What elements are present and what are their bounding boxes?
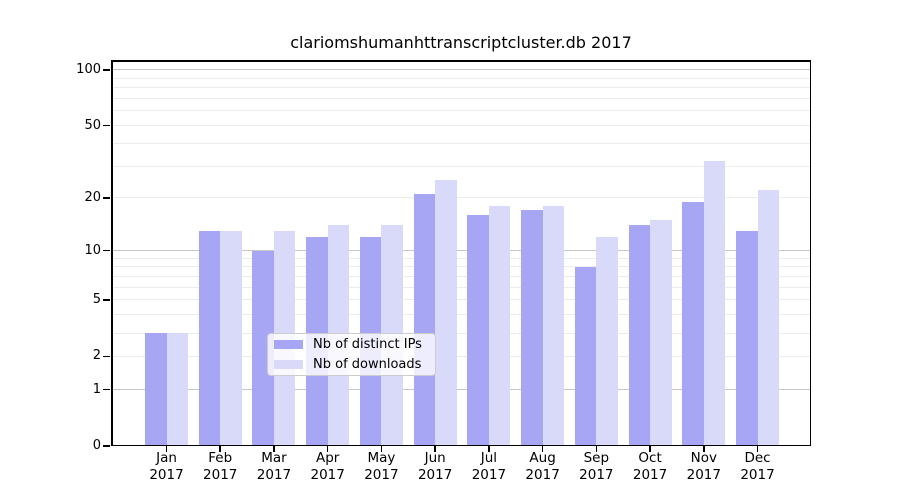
y-tick-label-0: 0 [92, 438, 101, 453]
gridline-minor-7 [111, 276, 811, 278]
axis-spine-right [809, 60, 811, 446]
bar-nb-of-distinct-ips-jan [145, 333, 167, 446]
bar-nb-of-downloads-jun [435, 180, 457, 446]
x-tick-label-apr: Apr 2017 [310, 450, 345, 483]
y-tick-label-1: 1 [92, 381, 101, 397]
gridline-minor-70 [111, 98, 811, 100]
legend: Nb of distinct IPs Nb of downloads [267, 333, 436, 376]
gridline-100 [111, 69, 811, 71]
gridline-minor-3 [111, 332, 811, 334]
y-tick-10 [103, 249, 110, 252]
gridline-minor-6 [111, 286, 811, 288]
y-tick-2 [103, 355, 110, 358]
x-tick-feb [219, 446, 221, 452]
x-tick-sep [595, 446, 598, 452]
y-tick-label-100: 100 [76, 61, 101, 77]
x-tick-label-jul: Jul 2017 [471, 450, 507, 483]
x-tick-mar [273, 446, 275, 452]
y-tick-1 [103, 388, 110, 391]
bar-nb-of-downloads-feb [220, 230, 242, 446]
legend-item-nb-of-distinct-ips: Nb of distinct IPs [274, 336, 427, 353]
x-tick-aug [541, 446, 544, 452]
legend-label-nb-of-distinct-ips: Nb of distinct IPs [313, 337, 422, 352]
gridline-minor-90 [111, 77, 811, 79]
legend-item-nb-of-downloads: Nb of downloads [274, 356, 427, 373]
chart-title: clariomshumanhttranscriptcluster.db 2017 [290, 33, 632, 52]
x-tick-label-sep: Sep 2017 [579, 450, 614, 483]
x-tick-jun [434, 446, 436, 452]
x-tick-apr [326, 446, 329, 452]
gridline-1 [111, 389, 811, 390]
x-tick-label-nov: Nov 2017 [686, 450, 721, 483]
x-tick-oct [649, 446, 651, 452]
gridline-10 [111, 250, 811, 252]
bar-nb-of-downloads-dec [757, 190, 780, 446]
x-tick-label-dec: Dec 2017 [740, 450, 775, 483]
y-tick-50 [103, 124, 110, 127]
x-tick-label-jan: Jan 2017 [149, 450, 184, 483]
y-tick-label-5: 5 [92, 291, 101, 307]
legend-label-nb-of-downloads: Nb of downloads [313, 357, 422, 372]
bar-nb-of-distinct-ips-dec [736, 230, 758, 446]
bar-nb-of-distinct-ips-feb [198, 230, 221, 446]
legend-swatch-nb-of-downloads [274, 360, 303, 369]
y-tick-label-50: 50 [84, 117, 101, 133]
gridline-minor-60 [111, 110, 811, 112]
y-tick-100 [103, 69, 110, 71]
gridline-2 [111, 355, 811, 357]
axis-spine-bottom [111, 444, 811, 446]
bar-nb-of-distinct-ips-mar [252, 250, 274, 446]
y-tick-label-20: 20 [84, 189, 101, 205]
y-tick-5 [103, 299, 110, 301]
gridline-50 [111, 125, 811, 127]
legend-swatch-nb-of-distinct-ips [274, 340, 303, 349]
axis-spine-top [111, 60, 811, 62]
bar-nb-of-downloads-jul [488, 206, 511, 446]
bar-nb-of-distinct-ips-aug [521, 210, 543, 446]
x-tick-label-jun: Jun 2017 [417, 450, 453, 483]
gridline-minor-40 [111, 142, 811, 144]
gridline-20 [111, 197, 811, 199]
bar-nb-of-downloads-nov [703, 161, 726, 446]
y-tick-20 [103, 197, 110, 199]
y-tick-label-2: 2 [92, 348, 101, 364]
bar-nb-of-downloads-aug [542, 206, 565, 446]
x-tick-label-oct: Oct 2017 [632, 450, 668, 483]
bar-nb-of-downloads-sep [596, 236, 618, 446]
gridline-5 [111, 299, 811, 301]
gridline-minor-30 [111, 165, 811, 167]
bar-nb-of-distinct-ips-jun [413, 194, 436, 446]
x-tick-label-feb: Feb 2017 [203, 450, 238, 483]
gridline-minor-80 [111, 87, 811, 89]
gridline-minor-4 [111, 314, 811, 316]
x-tick-label-mar: Mar 2017 [256, 450, 292, 483]
axis-spine-left [111, 60, 113, 446]
bar-nb-of-distinct-ips-nov [682, 201, 704, 446]
gridline-minor-9 [111, 257, 811, 259]
chart-plot-area [103, 60, 811, 452]
y-tick-label-10: 10 [84, 242, 101, 258]
bar-nb-of-distinct-ips-sep [574, 266, 597, 446]
bar-nb-of-distinct-ips-jul [467, 215, 489, 446]
x-tick-label-may: May 2017 [364, 450, 399, 483]
x-tick-jul [488, 446, 490, 452]
bar-nb-of-distinct-ips-oct [628, 225, 651, 446]
bar-nb-of-downloads-oct [650, 220, 672, 446]
y-tick-0 [103, 445, 110, 447]
x-tick-may [380, 446, 383, 452]
x-tick-dec [756, 446, 759, 452]
gridline-minor-8 [111, 266, 811, 268]
x-tick-nov [703, 446, 705, 452]
x-tick-label-aug: Aug 2017 [525, 450, 560, 483]
x-tick-jan [165, 446, 168, 452]
bar-nb-of-downloads-jan [166, 333, 188, 446]
